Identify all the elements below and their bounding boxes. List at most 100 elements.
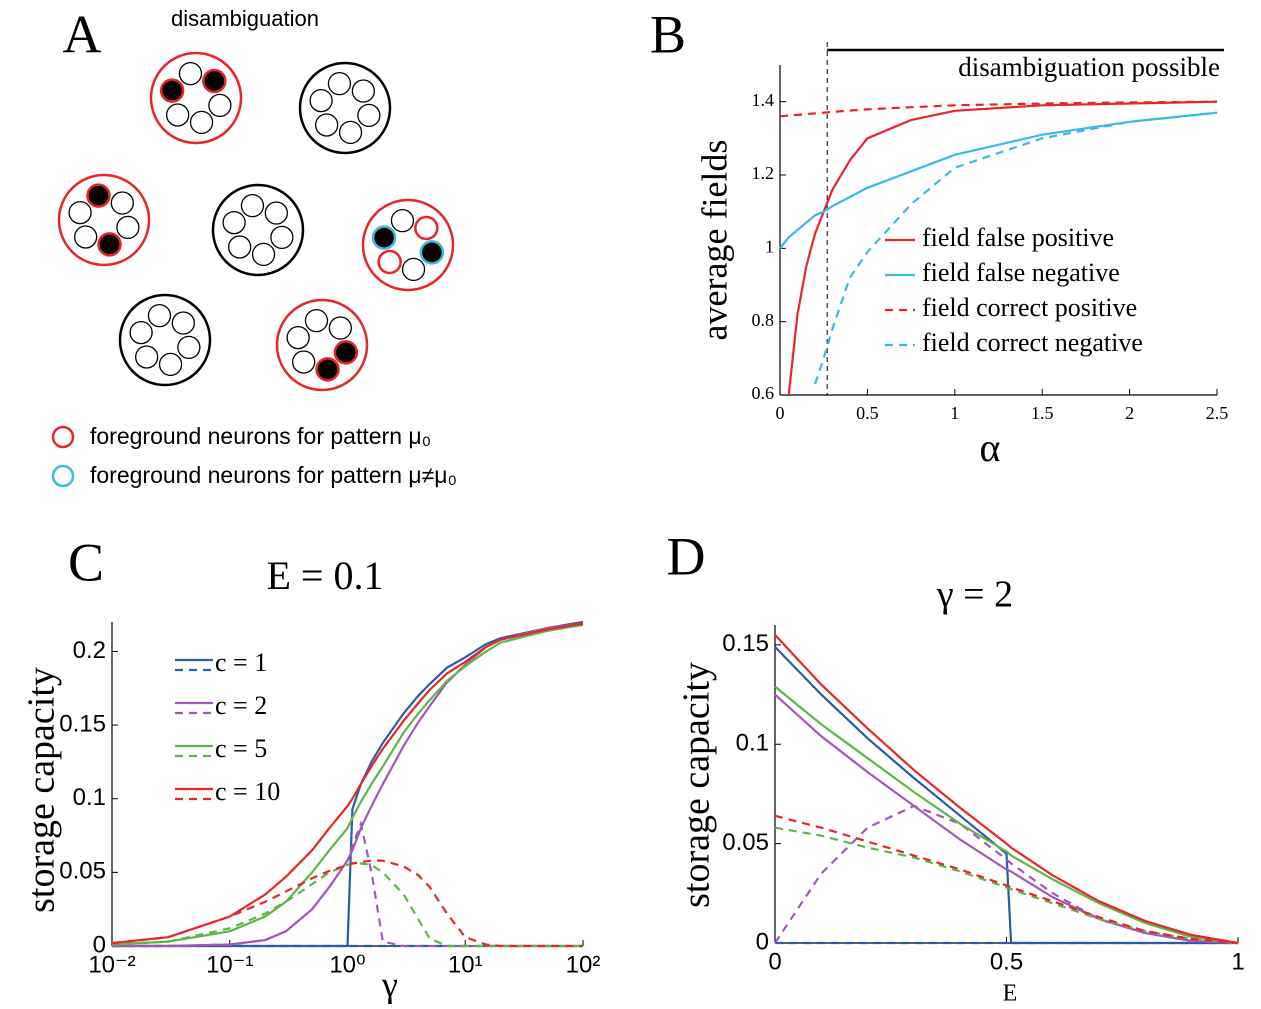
neuron xyxy=(222,210,246,235)
panel-letter: D xyxy=(667,526,706,586)
pattern-circle xyxy=(149,51,243,145)
series-line xyxy=(774,646,1238,945)
series-line xyxy=(774,814,1239,945)
panel-letter: B xyxy=(650,4,686,64)
neuron xyxy=(315,357,340,382)
pattern-circle xyxy=(57,173,151,267)
neuron xyxy=(414,215,439,241)
neuron xyxy=(371,225,397,250)
legend-label: foreground neurons for pattern μ≠μ₀ xyxy=(90,462,457,488)
neuron xyxy=(178,61,203,86)
neuron xyxy=(286,325,310,350)
y-tick-label: 0.15 xyxy=(59,710,106,737)
series-line xyxy=(774,634,1239,945)
neuron xyxy=(315,113,339,137)
neuron xyxy=(338,120,363,145)
series-line xyxy=(774,804,1239,945)
neuron xyxy=(390,208,415,233)
series-line xyxy=(111,623,584,946)
neuron xyxy=(159,78,185,103)
x-tick-label: 10⁻² xyxy=(88,951,135,978)
neuron xyxy=(189,110,214,135)
x-tick-label: 0.5 xyxy=(856,403,879,423)
legend-swatch xyxy=(51,464,75,488)
y-tick-label: 1.2 xyxy=(752,163,775,183)
x-tick-label: 1 xyxy=(950,403,959,423)
neuron xyxy=(208,93,232,118)
pattern-circle xyxy=(118,293,212,387)
y-tick-label: 0.8 xyxy=(752,310,775,330)
neuron xyxy=(304,308,329,333)
chart-title: E = 0.1 xyxy=(267,553,384,598)
panel-letter: C xyxy=(68,532,104,592)
legend-label: c = 10 xyxy=(215,777,280,806)
series-line xyxy=(112,819,583,948)
legend-label: field correct positive xyxy=(922,293,1137,322)
neuron xyxy=(166,103,190,127)
neuron xyxy=(158,352,183,377)
x-tick-label: 1.5 xyxy=(1031,403,1054,423)
y-axis-label: average fields xyxy=(694,140,734,341)
series-line xyxy=(111,862,583,948)
x-tick-label: 1 xyxy=(1231,948,1244,975)
pattern-circle xyxy=(275,298,369,392)
neuron xyxy=(328,316,352,340)
neuron xyxy=(419,240,445,265)
y-tick-label: 0 xyxy=(756,928,769,955)
legend-label: c = 2 xyxy=(215,691,267,720)
neuron xyxy=(97,232,122,257)
neuron xyxy=(110,191,134,215)
neuron xyxy=(401,257,426,282)
y-tick-label: 0.05 xyxy=(722,829,769,856)
y-tick-label: 0.1 xyxy=(736,730,769,757)
series-line xyxy=(779,111,1218,249)
pattern-circle xyxy=(298,61,392,155)
neuron xyxy=(292,350,316,374)
legend-label: field false positive xyxy=(922,223,1114,252)
x-tick-label: 10⁻¹ xyxy=(206,951,253,978)
legend-label: c = 1 xyxy=(215,648,267,677)
series-line xyxy=(111,622,584,945)
neuron xyxy=(147,303,172,328)
y-axis-label: storage capacity xyxy=(21,667,63,913)
neuron xyxy=(74,225,98,249)
panel-title: disambiguation xyxy=(171,6,319,31)
neuron xyxy=(86,183,111,208)
y-tick-label: 1 xyxy=(765,236,774,256)
x-tick-label: 0 xyxy=(768,948,781,975)
legend-label: foreground neurons for pattern μ₀ xyxy=(90,423,431,449)
y-tick-label: 0.2 xyxy=(73,637,106,664)
x-tick-label: 10¹ xyxy=(448,951,483,978)
y-tick-label: 0 xyxy=(93,931,106,958)
x-tick-label: 10² xyxy=(566,951,601,978)
x-tick-label: 2.5 xyxy=(1206,403,1229,423)
y-tick-label: 0.6 xyxy=(752,383,775,403)
x-tick-label: 0.5 xyxy=(990,948,1023,975)
pattern-circle xyxy=(361,198,455,292)
neuron xyxy=(129,320,153,345)
neuron xyxy=(177,335,201,360)
neuron xyxy=(228,235,252,259)
y-axis-label: storage capacity xyxy=(676,662,718,908)
x-tick-label: 0 xyxy=(776,403,785,423)
y-tick-label: 0.15 xyxy=(722,630,769,657)
neuron xyxy=(270,225,294,250)
pattern-circle xyxy=(211,183,305,277)
y-tick-label: 1.4 xyxy=(752,90,775,110)
neuron xyxy=(251,242,276,267)
x-tick-label: 2 xyxy=(1125,403,1134,423)
legend-label: field false negative xyxy=(922,258,1120,287)
series-line xyxy=(112,622,584,948)
neuron xyxy=(264,201,288,225)
panel-letter: A xyxy=(63,4,102,64)
x-axis-label: γ xyxy=(381,964,398,1004)
neuron xyxy=(116,215,140,240)
x-axis-label: α xyxy=(980,425,1001,470)
series-line xyxy=(787,100,1218,396)
neuron xyxy=(309,88,333,113)
neuron xyxy=(333,340,359,365)
neuron xyxy=(377,249,402,275)
neuron xyxy=(351,79,375,103)
neuron xyxy=(135,345,159,369)
